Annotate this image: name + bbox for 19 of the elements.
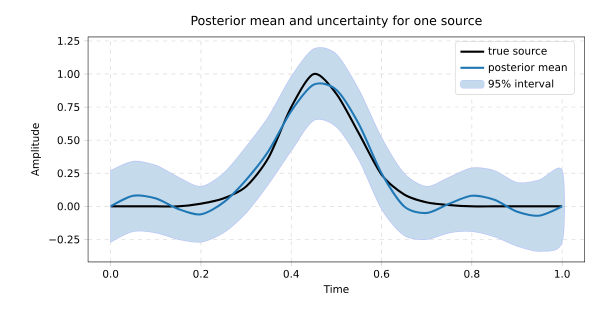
y-tick-label: 1.25 [58,36,80,45]
chart-title: Posterior mean and uncertainty for one source [192,16,482,28]
x-axis-title: Time [324,284,349,294]
y-axis-title: Amplitude [30,123,41,176]
legend-label: posterior mean [488,63,567,74]
legend-label: 95% interval [488,80,554,88]
x-tick-label: 0.8 [464,270,480,278]
x-tick-label: 0.2 [193,270,208,278]
x-tick-label: 0.0 [103,270,118,278]
x-tick-label: 0.6 [374,270,390,278]
y-tick-label: −0.25 [49,235,80,244]
y-tick-label: 0.00 [58,202,80,210]
y-tick-label: 1.00 [58,70,80,78]
y-tick-label: 0.75 [58,103,80,112]
legend-label: true source [488,47,547,55]
y-tick-label: 0.25 [58,169,80,178]
x-tick-label: 0.4 [284,270,299,278]
y-tick-label: 0.50 [58,136,80,144]
x-tick-label: 1.0 [555,270,570,278]
